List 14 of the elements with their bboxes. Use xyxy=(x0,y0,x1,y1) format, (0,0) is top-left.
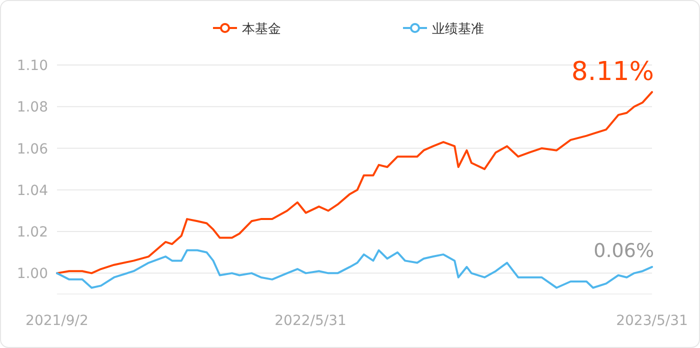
y-tick-label: 1.04 xyxy=(16,182,48,199)
legend-label: 业绩基准 xyxy=(432,22,484,37)
legend-label: 本基金 xyxy=(242,22,281,37)
x-tick-label: 2022/5/31 xyxy=(274,313,346,329)
x-tick-label: 2021/9/2 xyxy=(26,313,88,329)
annotation: 8.11% xyxy=(571,57,654,88)
y-tick-label: 1.02 xyxy=(16,224,48,241)
y-tick-label: 1.00 xyxy=(16,266,48,282)
y-tick-label: 1.10 xyxy=(16,58,48,74)
annotation: 0.06% xyxy=(594,240,654,262)
x-tick-label: 2023/5/31 xyxy=(616,313,688,329)
y-tick-label: 1.08 xyxy=(16,100,48,116)
line-series xyxy=(56,91,653,274)
y-tick-label: 1.06 xyxy=(16,141,48,158)
